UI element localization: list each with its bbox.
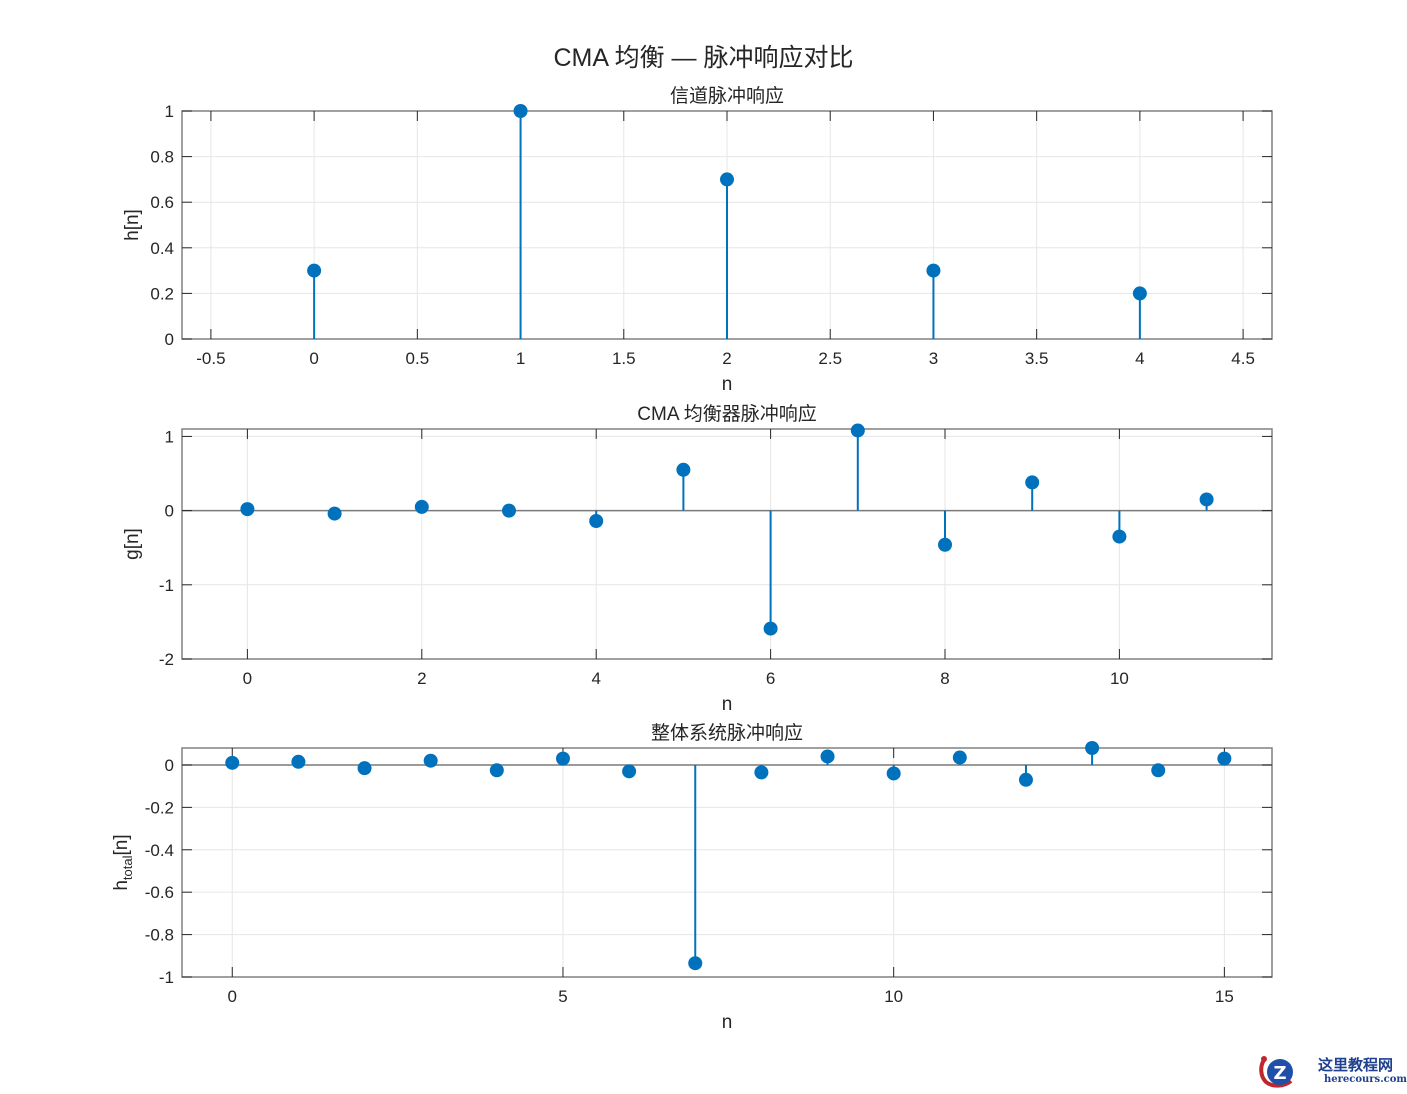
stem-marker (327, 506, 342, 521)
stem-marker (291, 754, 306, 769)
stem-marker (1151, 763, 1166, 778)
y-tick-label: 0.4 (150, 239, 174, 258)
x-tick-label: 1 (516, 349, 525, 368)
stem-marker (357, 761, 372, 776)
subplot-title: 信道脉冲响应 (670, 85, 784, 107)
svg-text:Z: Z (1273, 1063, 1286, 1084)
stem-marker (589, 514, 604, 528)
x-tick-label: -0.5 (196, 349, 225, 368)
y-tick-label: -0.8 (145, 926, 174, 945)
x-tick-label: 3 (929, 349, 938, 368)
axes-box (181, 428, 1273, 660)
y-tick-label: 0.2 (150, 284, 174, 303)
subplot-channel-impulse-response: -0.5 0 0.5 1 1.5 2 2.5 3 3.5 4 4.5 0 0.2 0.4 0.6 0.8 1 信道… (122, 85, 1273, 395)
x-tick-label: 4.5 (1231, 349, 1255, 368)
x-tick-label: 0 (309, 349, 318, 368)
y-tick-label: -1 (159, 576, 174, 595)
y-axis-label: htotal[n] (111, 834, 135, 890)
stem-marker (555, 751, 570, 766)
stem-marker (952, 750, 967, 765)
stem-marker (1018, 772, 1033, 787)
x-tick-label: 4 (591, 669, 600, 688)
stem-marker (688, 956, 703, 971)
stem-marker (489, 763, 504, 778)
stem-marker (622, 764, 637, 779)
y-axis-label: h[n] (122, 209, 143, 241)
x-tick-label: 4 (1135, 349, 1144, 368)
y-tick-label: 0 (165, 756, 174, 775)
x-axis-label: n (722, 1012, 733, 1033)
stem-marker (886, 766, 901, 781)
stem-marker (513, 104, 528, 118)
stem-marker (676, 462, 691, 477)
stem-marker (307, 263, 322, 278)
x-tick-label: 6 (766, 669, 775, 688)
x-tick-label: 10 (1110, 669, 1129, 688)
x-tick-label: 0 (228, 987, 237, 1006)
y-tick-label: 0.8 (150, 148, 174, 167)
stem-marker (1217, 751, 1232, 766)
figure-suptitle: CMA 均衡 — 脉冲响应对比 (553, 44, 854, 72)
y-tick-label: 1 (165, 427, 174, 446)
stem-marker (1132, 286, 1147, 301)
x-axis-label: n (722, 374, 733, 395)
x-tick-label: 1.5 (612, 349, 636, 368)
x-tick-label: 5 (558, 987, 567, 1006)
x-tick-label: 2 (722, 349, 731, 368)
stem-marker (225, 755, 240, 770)
stem-marker (240, 502, 255, 517)
y-tick-label: 0.6 (150, 193, 174, 212)
y-tick-label: 0 (165, 330, 174, 349)
stem-marker (502, 503, 516, 518)
stem-marker (820, 749, 835, 764)
stem-marker (414, 499, 429, 514)
y-tick-label: -0.4 (145, 841, 174, 860)
stem-marker (1025, 475, 1040, 490)
stem-marker (763, 621, 778, 636)
subplot-cma-equalizer-impulse-response: 0 2 4 6 8 10 -2 -1 0 1 CMA 均衡器脉冲响应 n g[n] (122, 403, 1273, 715)
watermark: Z 这里教程网 herecours.com (1258, 1050, 1407, 1090)
y-tick-label: -0.2 (145, 798, 174, 817)
x-tick-label: 8 (940, 669, 949, 688)
y-tick-label: -2 (159, 650, 174, 669)
x-tick-label: 2 (417, 669, 426, 688)
x-axis-label: n (722, 694, 733, 715)
y-tick-label: 0 (165, 502, 174, 521)
y-tick-label: -0.6 (145, 883, 174, 902)
x-tick-label: 0.5 (406, 349, 430, 368)
x-tick-label: 0 (243, 669, 252, 688)
stem-marker (1199, 492, 1214, 507)
stem-marker (423, 753, 438, 768)
stem-marker (1112, 529, 1127, 544)
y-tick-label: 1 (165, 102, 174, 121)
x-tick-label: 15 (1215, 987, 1234, 1006)
stem-marker (938, 537, 952, 552)
stem-marker (720, 172, 734, 187)
subplot-total-system-impulse-response: 0 5 10 15 -1 -0.8 -0.6 -0.4 -0.2 0 整体系统脉冲响应 n htotal… (111, 722, 1273, 1033)
watermark-text-cn: 这里教程网 (1318, 1056, 1394, 1074)
stem-marker (754, 765, 769, 780)
stem-marker (926, 263, 941, 278)
x-tick-label: 2.5 (818, 349, 842, 368)
subplot-title: 整体系统脉冲响应 (651, 722, 803, 744)
x-tick-label: 10 (884, 987, 903, 1006)
stem-marker (1085, 741, 1100, 755)
watermark-text-en: herecours.com (1324, 1074, 1407, 1085)
stem-marker (850, 423, 865, 438)
y-axis-label: g[n] (122, 528, 143, 560)
y-tick-label: -1 (159, 968, 174, 987)
z-logo-icon: Z (1259, 1056, 1293, 1088)
subplot-title: CMA 均衡器脉冲响应 (637, 403, 816, 425)
axes-box (181, 747, 1273, 978)
x-tick-label: 3.5 (1025, 349, 1049, 368)
